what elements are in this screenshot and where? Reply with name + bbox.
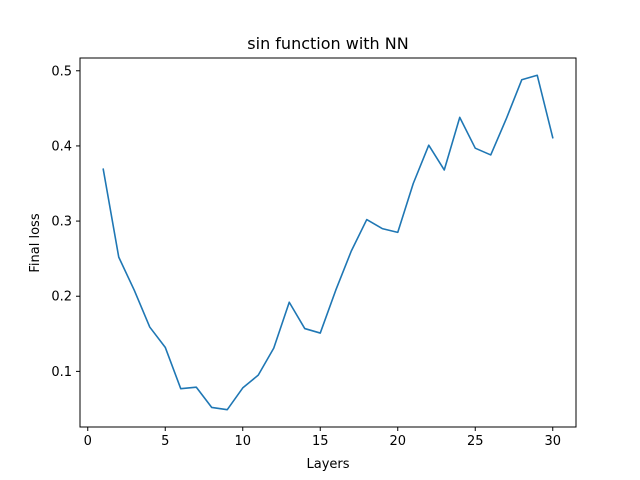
x-tick-label: 15 [312, 434, 329, 449]
x-tick-label: 0 [84, 434, 92, 449]
x-tick-label: 10 [234, 434, 251, 449]
y-tick-label: 0.1 [51, 365, 72, 380]
series-line [102, 74, 554, 411]
x-axis-ticks: 0 5 10 15 20 25 30 [84, 427, 561, 449]
x-tick-label: 20 [389, 434, 406, 449]
plot-area-frame [79, 57, 577, 428]
y-axis-ticks: 0.1 0.2 0.3 0.4 0.5 [51, 64, 80, 380]
y-tick-label: 0.2 [51, 290, 72, 305]
series-layer [102, 74, 554, 411]
y-tick-label: 0.5 [51, 64, 72, 79]
chart-title: sin function with NN [247, 34, 408, 53]
x-tick-label: 25 [467, 434, 484, 449]
x-tick-label: 5 [161, 434, 169, 449]
x-tick-label: 30 [544, 434, 561, 449]
y-tick-label: 0.3 [51, 215, 72, 230]
x-axis-title: Layers [306, 457, 349, 472]
y-tick-label: 0.4 [51, 139, 72, 154]
y-axis-title: Final loss [28, 213, 43, 272]
